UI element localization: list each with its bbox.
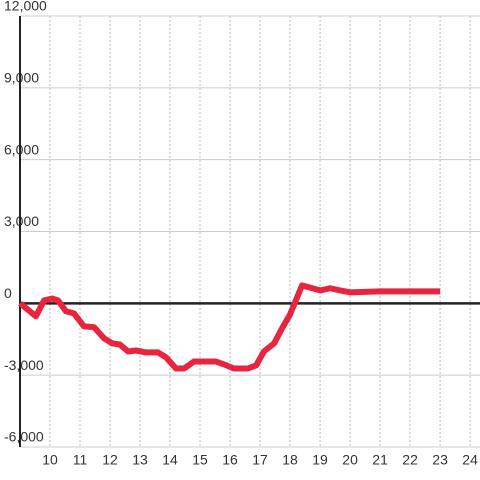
- x-tick-label: 17: [252, 452, 268, 468]
- x-tick-label: 11: [73, 452, 88, 468]
- y-tick-label: -3,000: [4, 357, 44, 373]
- y-tick-label: 3,000: [4, 213, 39, 229]
- x-tick-label: 18: [282, 452, 298, 468]
- x-tick-label: 14: [162, 452, 178, 468]
- x-tick-label: 12: [102, 452, 118, 468]
- x-tick-label: 10: [42, 452, 58, 468]
- y-tick-label: -6,000: [4, 429, 44, 445]
- x-tick-label: 16: [222, 452, 238, 468]
- y-tick-label: 9,000: [4, 70, 39, 86]
- y-tick-label: 12,000: [4, 0, 47, 14]
- x-tick-label: 23: [432, 452, 448, 468]
- x-tick-label: 15: [192, 452, 208, 468]
- y-tick-label: 6,000: [4, 141, 39, 157]
- y-tick-label: 0: [4, 285, 12, 301]
- x-tick-label: 20: [342, 452, 358, 468]
- data-line: [18, 282, 441, 372]
- x-tick-label: 24: [462, 452, 478, 468]
- x-tick-label: 13: [132, 452, 148, 468]
- x-tick-label: 19: [312, 452, 328, 468]
- x-tick-label: 22: [402, 452, 418, 468]
- x-tick-label: 21: [372, 452, 388, 468]
